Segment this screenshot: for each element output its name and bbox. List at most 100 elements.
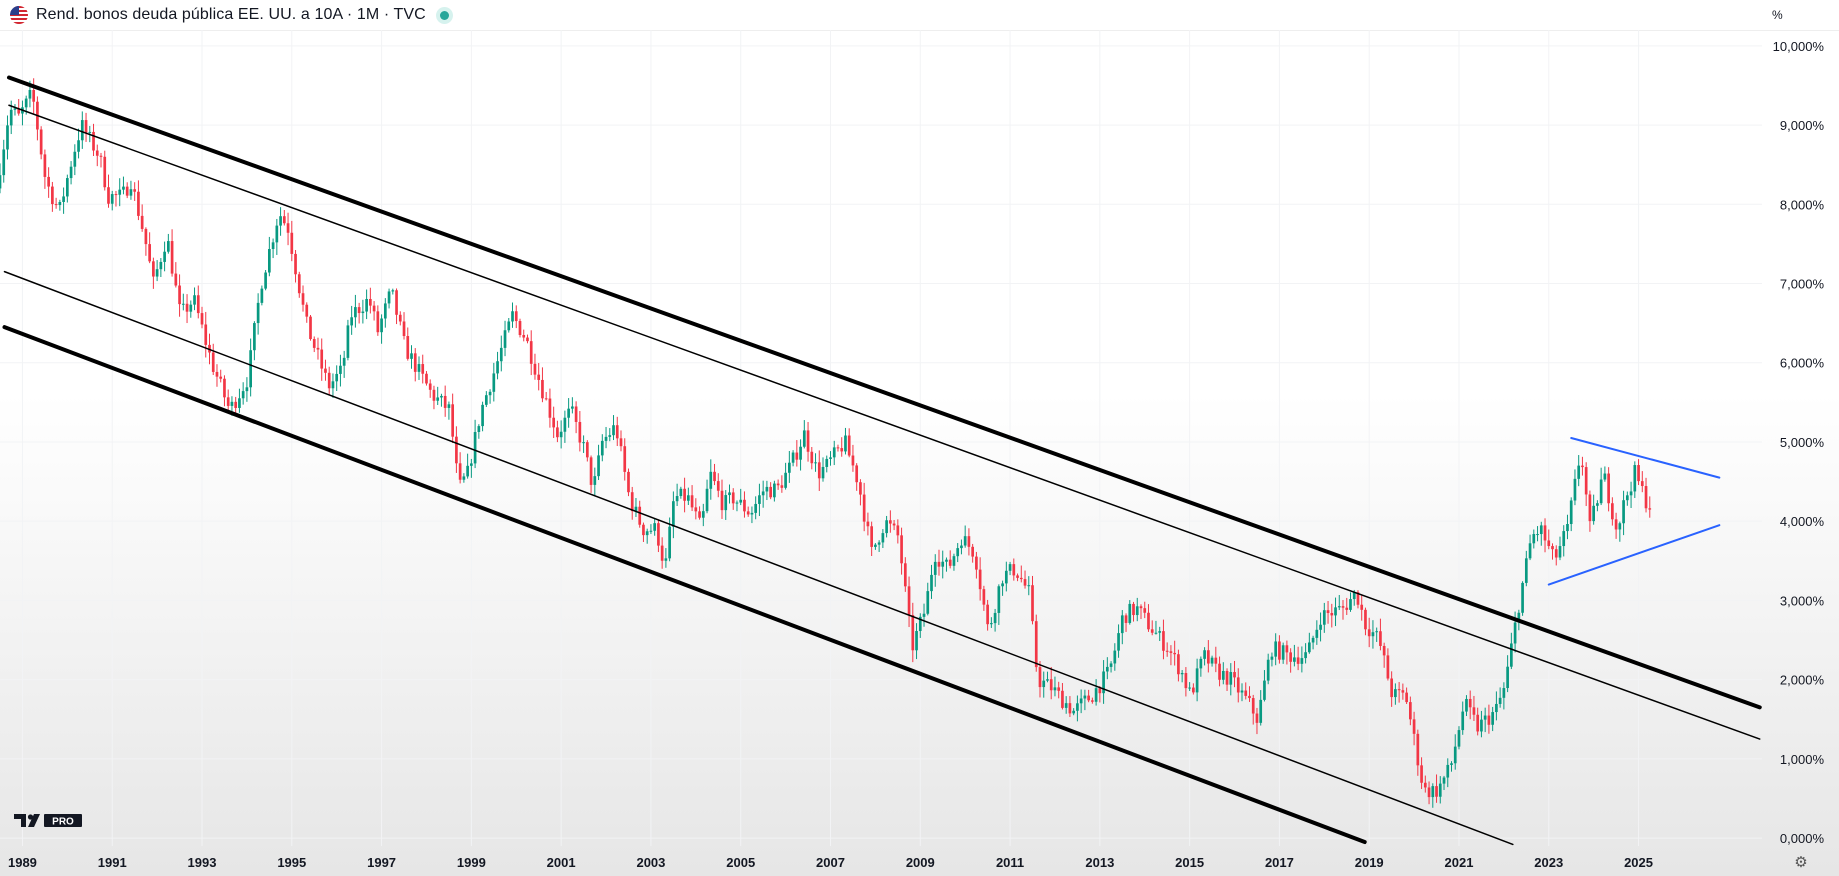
candle-body [821,466,825,479]
candle-body [986,604,989,625]
candle-body [1135,606,1139,616]
candle-body [1577,465,1581,479]
candle-body [1427,787,1431,798]
tradingview-logo[interactable]: PRO [14,812,84,837]
candle-body [1102,671,1105,694]
candle-body [1188,687,1191,689]
candle-body [1117,633,1120,651]
x-tick-label: 2003 [636,855,665,870]
candle-body [1218,663,1221,680]
candle-body [174,273,178,286]
candle-body [436,397,440,401]
candle-body [630,492,634,512]
price-scale-unit[interactable]: % [1772,8,1783,22]
candle-body [1592,505,1596,522]
candle-body [903,563,907,587]
candle-body [672,501,675,527]
candle-body [1266,659,1270,681]
candle-body [428,383,432,390]
candle-body [196,295,200,314]
candle-body [1139,606,1143,609]
x-tick-label: 2019 [1355,855,1384,870]
candle-body [1423,782,1427,788]
candle-body [92,131,95,151]
candle-body [346,325,350,358]
candle-body [1491,712,1494,725]
candle-body [275,225,279,243]
symbol-title[interactable]: Rend. bonos deuda pública EE. UU. a 10A … [36,6,426,23]
candle-body [499,347,503,362]
candle-body [1648,508,1652,510]
candle-body [604,436,608,441]
candle-body [1296,657,1300,664]
candle-body [1322,610,1326,625]
candle-body [1274,641,1278,657]
candle-body [537,374,541,380]
candle-body [99,155,103,157]
candle-body [297,274,301,294]
candle-body [1165,650,1169,652]
candle-body [918,616,922,632]
candle-body [140,215,144,229]
x-tick-label: 1993 [188,855,217,870]
candle-body [817,462,821,479]
x-tick-label: 2025 [1624,855,1653,870]
x-tick-label: 1989 [8,855,37,870]
candle-body [24,98,28,108]
candle-body [189,304,193,312]
candle-body [1079,698,1083,704]
x-tick-label: 1997 [367,855,396,870]
candle-body [148,244,151,262]
candle-body [1053,687,1057,691]
candle-body [1068,703,1072,714]
y-tick-label: 6,000% [1780,356,1825,371]
candle-body [1461,711,1465,731]
candle-body [234,401,238,408]
candle-body [1573,478,1577,501]
candle-body [316,347,320,350]
x-tick-label: 2021 [1445,855,1474,870]
candle-body [1270,656,1274,660]
candle-body [1098,688,1102,694]
x-tick-label: 1991 [98,855,127,870]
candle-body [133,189,137,192]
candle-body [1248,695,1251,699]
candle-body [1349,599,1352,610]
candle-body [1304,652,1307,659]
candle-body [1416,733,1420,766]
candle-body [1285,645,1289,653]
chart-settings-gear-icon[interactable]: ⚙ [1794,854,1808,871]
candle-body [114,194,118,196]
candle-body [1031,585,1034,622]
candle-body [1528,543,1532,559]
candle-body [1640,481,1644,487]
candle-body [241,391,245,399]
candle-body [1225,670,1229,685]
candle-body [1293,657,1296,662]
candle-body [1281,645,1285,660]
candle-body [1371,632,1375,637]
candle-body [728,492,731,496]
triangle-upper-trendline [1570,437,1721,479]
x-tick-label: 2005 [726,855,755,870]
candle-body [851,455,855,466]
candle-body [806,430,810,452]
candle-body [1203,650,1206,659]
candle-body [129,189,133,196]
candle-body [1420,765,1423,783]
channel-upper-thin-trendline [8,104,1761,740]
candle-body [69,166,73,179]
candle-body [563,417,567,432]
candle-body [1001,583,1004,587]
candle-body [1083,695,1087,699]
candle-body [645,531,649,536]
candle-body [907,586,911,616]
candle-body [922,613,926,617]
candle-body [810,451,814,464]
candle-body [544,398,548,400]
logo-pro-label: PRO [52,817,74,828]
candle-body [795,452,799,460]
candle-body [1016,575,1019,578]
candle-body [223,378,226,398]
